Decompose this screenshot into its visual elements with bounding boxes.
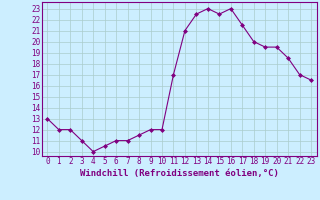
- X-axis label: Windchill (Refroidissement éolien,°C): Windchill (Refroidissement éolien,°C): [80, 169, 279, 178]
